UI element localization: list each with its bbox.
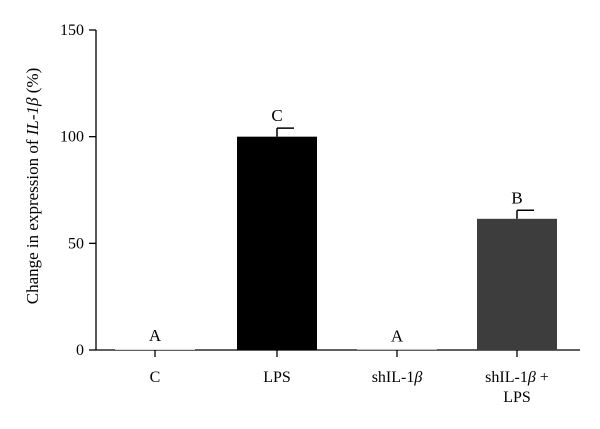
category-label-line2: LPS	[503, 389, 531, 406]
category-label: LPS	[263, 369, 291, 386]
bar	[237, 136, 317, 350]
y-tick-label: 0	[76, 342, 84, 359]
error-bars	[276, 127, 534, 219]
significance-label: C	[271, 106, 282, 125]
category-label: shIL-1β +	[485, 369, 549, 386]
significance-label: B	[511, 188, 522, 207]
category-labels: C LPS shIL-1β shIL-1β + LPS	[150, 369, 549, 406]
significance-label: A	[149, 326, 162, 345]
category-label: C	[150, 369, 161, 386]
bars	[115, 136, 557, 350]
y-axis-label: Change in expression of IL-1β (%)	[23, 68, 42, 305]
y-tick-label: 100	[60, 129, 84, 146]
y-axis-label-suffix: (%)	[23, 68, 42, 98]
y-axis-label-greek: β	[23, 97, 42, 107]
bar	[477, 218, 557, 350]
category-label: shIL-1β	[372, 369, 423, 386]
bar	[115, 348, 195, 350]
y-axis-label-prefix: Change in expression of	[23, 135, 42, 304]
bar	[357, 349, 437, 350]
y-axis: 0 50 100 150	[60, 22, 97, 359]
y-tick-label: 50	[68, 235, 84, 252]
y-axis-label-gene: IL-1	[23, 106, 42, 136]
significance-labels: A C A B	[149, 106, 523, 345]
x-axis	[96, 349, 580, 357]
y-tick-label: 150	[60, 22, 84, 39]
significance-label: A	[391, 326, 404, 345]
